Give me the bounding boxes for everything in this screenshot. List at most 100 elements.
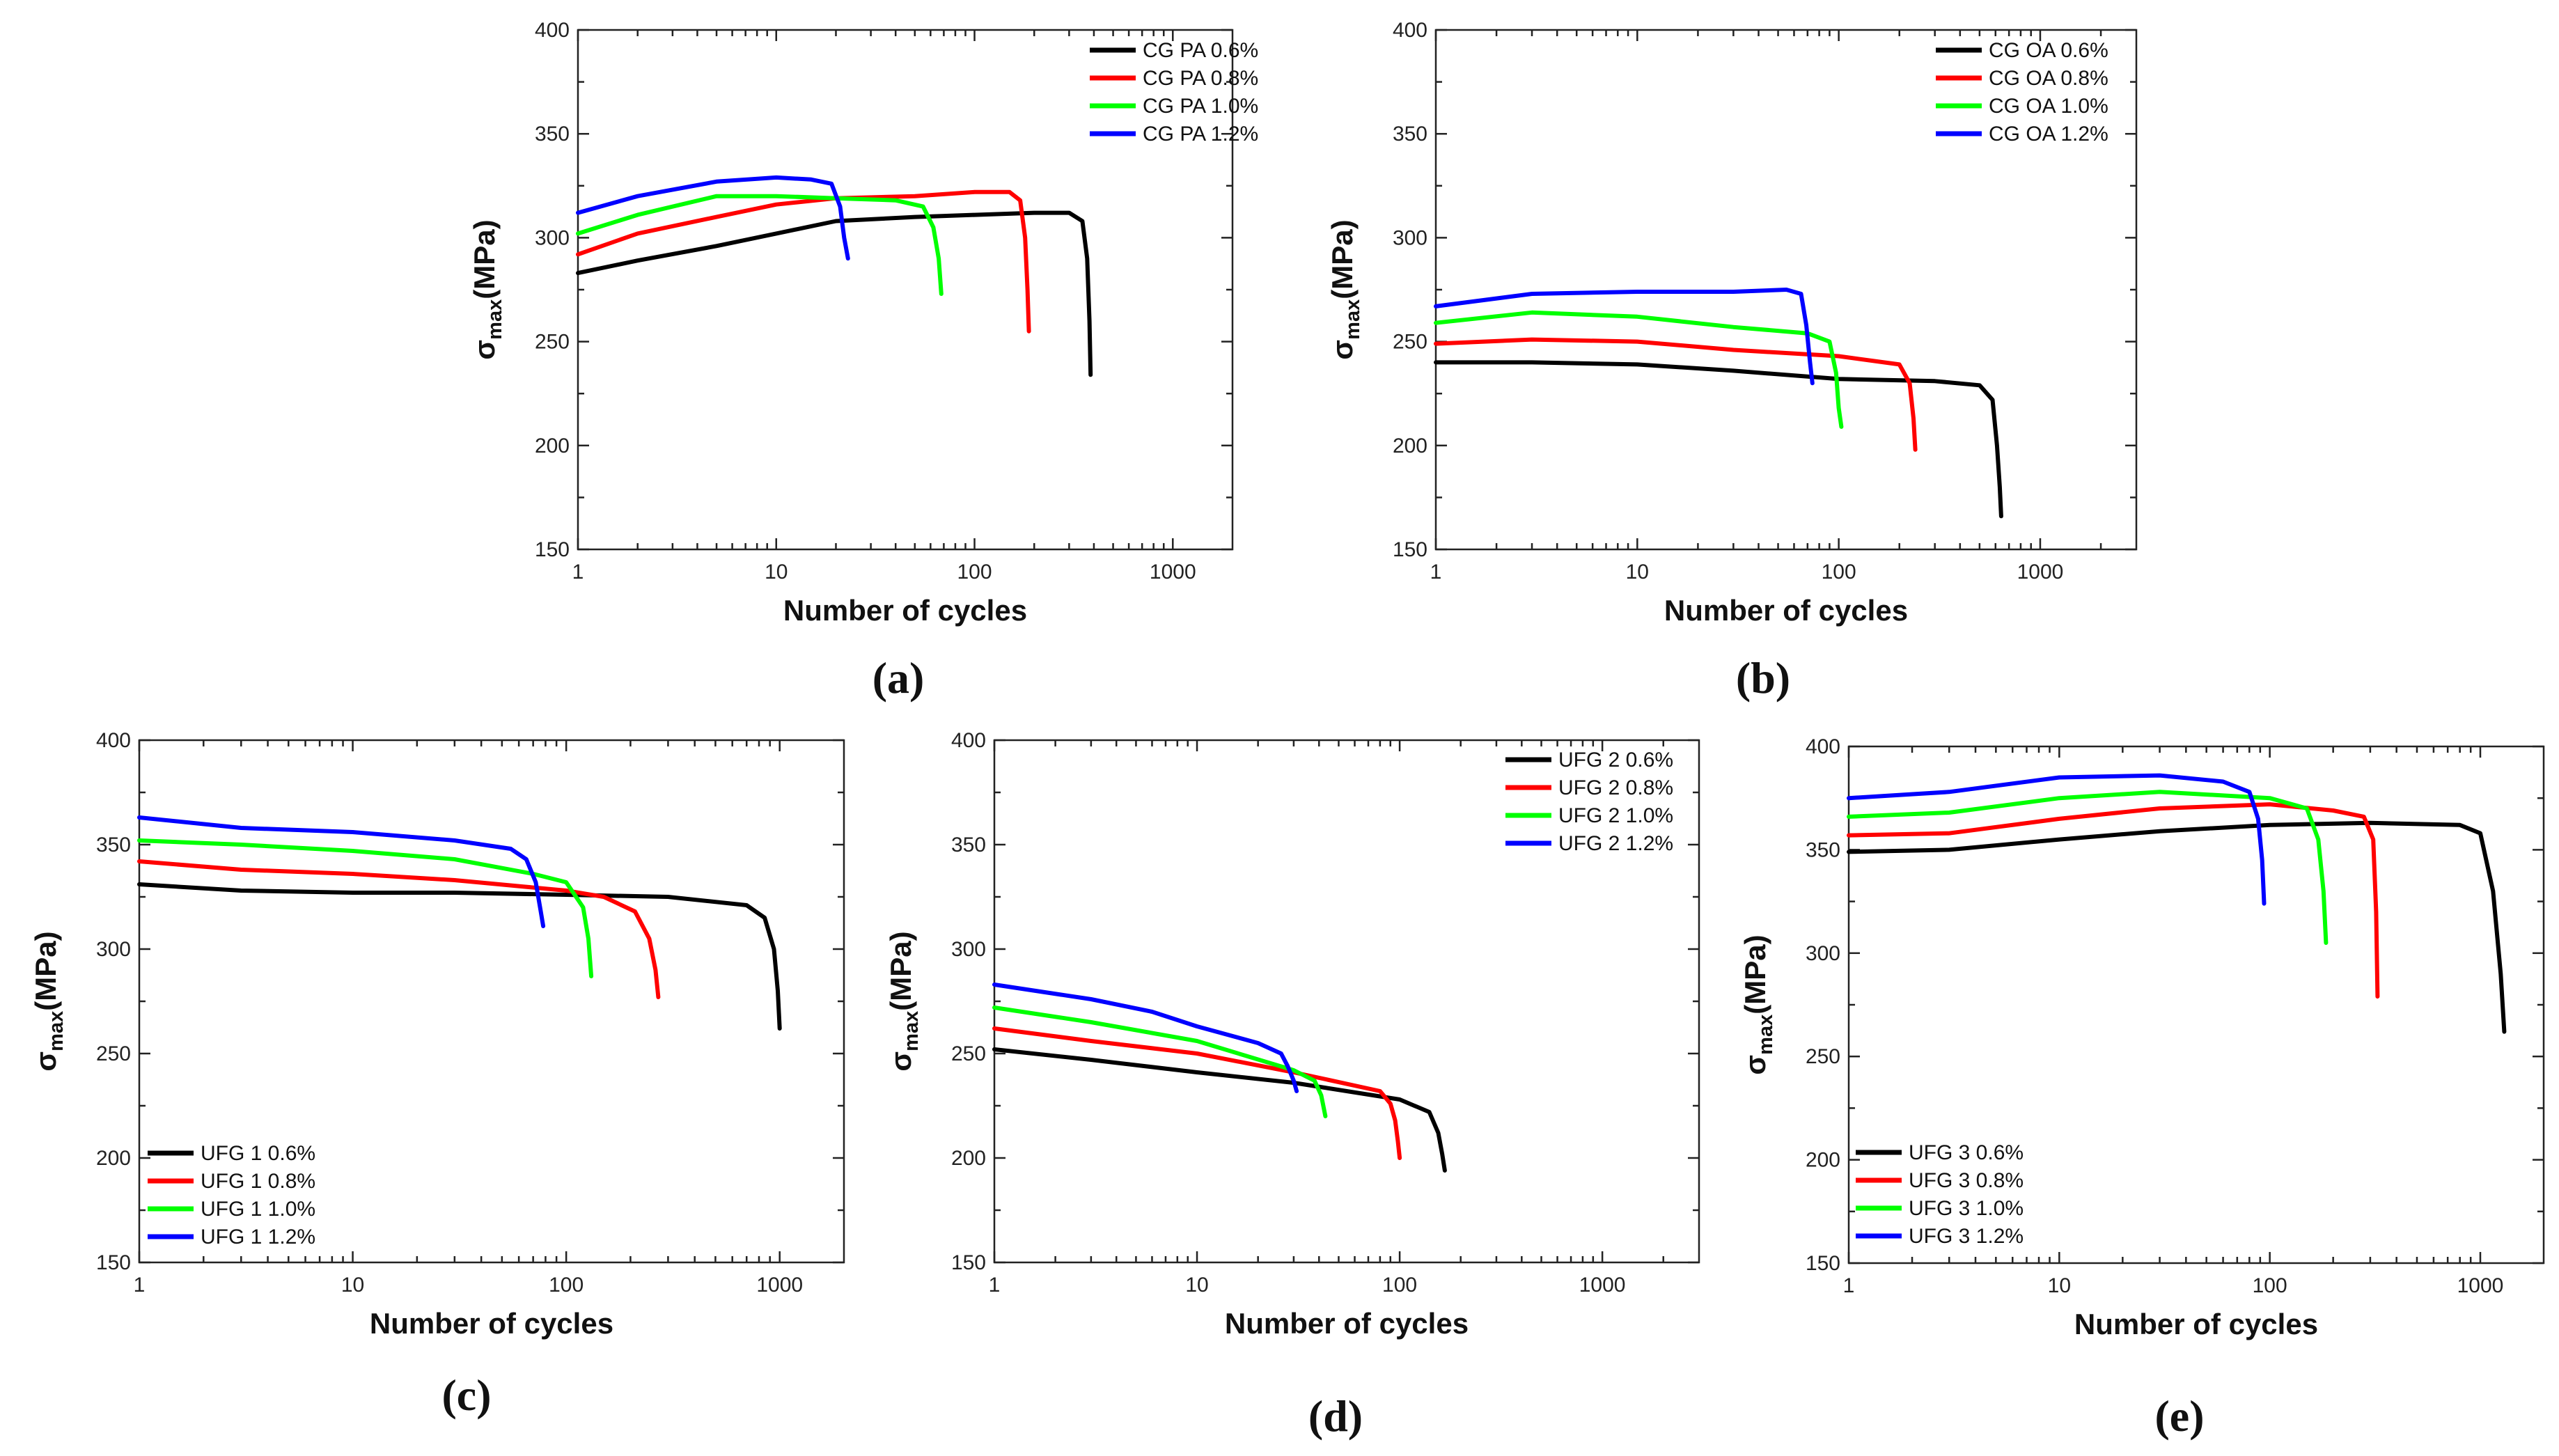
legend-label: UFG 3 0.6% [1909,1141,2024,1164]
y-tick-label: 250 [535,331,570,354]
legend-label: UFG 2 0.6% [1558,749,1673,772]
panel-label: (a) [872,653,925,703]
series-line-4 [992,983,1299,1093]
chart-panel-4: 1 10 100 1000 150 200 250 300 350 400 Number of cy… [884,729,1700,1441]
series-line-3 [1847,790,2329,945]
x-tick-label: 10 [765,561,788,584]
panel-label: (d) [1308,1391,1363,1441]
y-axis-title: σmax(MPa) [1739,934,1777,1074]
series-line-1 [576,210,1093,377]
legend: UFG 1 0.6% UFG 1 0.8% UFG 1 1.0% UFG 1 1.2% [148,1142,315,1248]
series-line-3 [992,1005,1328,1118]
chart-panel-3: 1 10 100 1000 150 200 250 300 350 400 Number of cy… [29,729,845,1420]
legend-label: CG OA 0.8% [1989,67,2108,90]
x-tick-label: 10 [341,1274,364,1297]
x-tick-label: 100 [1382,1274,1417,1297]
legend-label: UFG 1 1.0% [201,1198,315,1221]
y-tick-label: 150 [535,538,570,561]
legend-label: UFG 2 0.8% [1558,776,1673,799]
legend-label: UFG 1 1.2% [201,1226,315,1248]
series-line-3 [137,838,594,978]
x-axis-title: Number of cycles [1664,594,1908,627]
legend-label: CG OA 1.2% [1989,123,2108,146]
legend-label: UFG 1 0.8% [201,1170,315,1193]
legend: CG PA 0.6% CG PA 0.8% CG PA 1.0% CG PA 1.2% [1090,39,1258,146]
legend-label: UFG 1 0.6% [201,1142,315,1165]
legend: CG OA 0.6% CG OA 0.8% CG OA 1.0% CG OA 1.2% [1936,39,2108,146]
y-tick-label: 350 [951,833,986,856]
series-line-2 [137,859,661,999]
y-tick-label: 250 [96,1042,131,1065]
y-tick-label: 350 [1806,838,1840,861]
y-tick-label: 400 [96,729,131,752]
y-tick-label: 350 [1393,123,1427,146]
y-tick-label: 400 [535,19,570,42]
series-line-4 [1847,773,2267,906]
y-tick-label: 350 [535,123,570,146]
y-axis-title: σmax(MPa) [1326,219,1364,359]
y-tick-label: 400 [1806,735,1840,758]
y-tick-label: 250 [1393,331,1427,354]
x-tick-label: 1 [989,1274,1001,1297]
x-tick-label: 1 [1843,1274,1855,1297]
x-tick-label: 1 [1430,561,1442,584]
y-tick-label: 150 [1806,1252,1840,1275]
legend-label: CG PA 1.0% [1143,95,1258,118]
panel-label: (b) [1736,653,1790,703]
y-axis-title: σmax(MPa) [468,219,506,359]
series-line-4 [137,815,546,928]
legend: UFG 2 0.6% UFG 2 0.8% UFG 2 1.0% UFG 2 1.2% [1505,749,1673,855]
legend-label: UFG 2 1.0% [1558,804,1673,827]
legend-label: CG PA 1.2% [1143,123,1258,146]
x-tick-label: 1000 [1579,1274,1626,1297]
y-axis-title: σmax(MPa) [29,931,68,1071]
series-line-1 [1847,820,2507,1034]
chart-panel-1: 1 10 100 1000 150 200 250 300 350 400 Number of cy… [468,19,1258,703]
x-tick-label: 100 [1822,561,1856,584]
y-tick-label: 200 [1806,1149,1840,1172]
y-tick-label: 200 [535,435,570,457]
x-tick-label: 1000 [1150,561,1196,584]
y-tick-label: 200 [1393,435,1427,457]
x-tick-label: 10 [1626,561,1649,584]
legend-label: UFG 3 0.8% [1909,1169,2024,1192]
series-line-1 [992,1047,1447,1173]
y-tick-label: 400 [1393,19,1427,42]
legend-label: CG OA 0.6% [1989,39,2108,62]
x-tick-label: 1 [572,561,584,584]
legend-label: CG PA 0.8% [1143,67,1258,90]
y-tick-label: 150 [951,1251,986,1274]
legend-label: UFG 2 1.2% [1558,832,1673,855]
x-tick-label: 10 [2048,1274,2071,1297]
legend-label: UFG 3 1.0% [1909,1197,2024,1220]
series-line-1 [1434,360,2003,519]
y-tick-label: 250 [951,1042,986,1065]
series-line-4 [576,175,850,261]
series-line-4 [1434,288,1815,386]
x-tick-label: 1000 [2457,1274,2504,1297]
y-tick-label: 400 [951,729,986,752]
y-tick-label: 350 [96,833,131,856]
y-tick-label: 300 [96,938,131,961]
y-tick-label: 300 [951,938,986,961]
y-tick-label: 300 [1806,942,1840,965]
chart-panel-2: 1 10 100 1000 150 200 250 300 350 400 Number of cy… [1326,19,2138,703]
legend-label: UFG 3 1.2% [1909,1225,2024,1248]
y-tick-label: 150 [1393,538,1427,561]
x-tick-label: 100 [957,561,992,584]
legend-label: CG OA 1.0% [1989,95,2108,118]
x-tick-label: 1000 [2017,561,2064,584]
x-axis-title: Number of cycles [370,1307,613,1340]
panel-label: (e) [2154,1391,2204,1441]
y-tick-label: 200 [96,1147,131,1170]
x-tick-label: 10 [1185,1274,1208,1297]
series-line-1 [137,882,782,1031]
legend-label: CG PA 0.6% [1143,39,1258,62]
chart-panel-5: 1 10 100 1000 150 200 250 300 350 400 Number of cy… [1739,735,2545,1441]
y-tick-label: 300 [1393,226,1427,249]
y-tick-label: 150 [96,1251,131,1274]
x-axis-title: Number of cycles [2074,1308,2318,1340]
y-tick-label: 200 [951,1147,986,1170]
x-tick-label: 1000 [756,1274,803,1297]
